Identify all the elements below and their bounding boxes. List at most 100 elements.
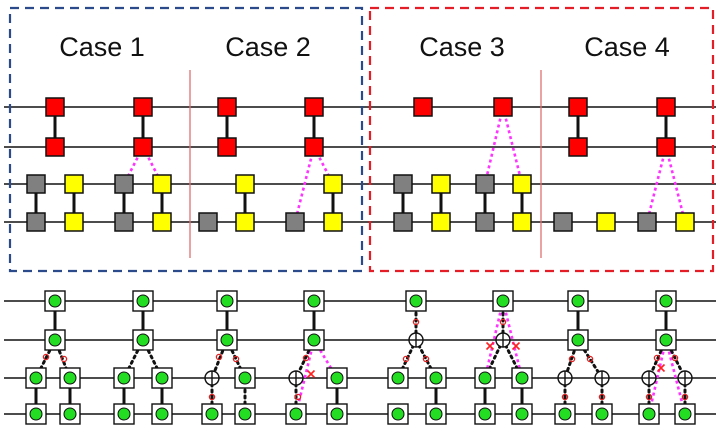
- boxed-node-icon: [387, 403, 409, 425]
- boxed-node-icon: [511, 367, 533, 389]
- red-nodes: [45, 97, 676, 157]
- boxed-node-icon: [638, 403, 660, 425]
- red-node: [656, 137, 676, 157]
- gray-node: [26, 174, 46, 194]
- boxed-node-icon: [591, 403, 613, 425]
- boxed-node-icon: [425, 367, 447, 389]
- green-nodes: [25, 290, 696, 425]
- marker-icon: [681, 393, 689, 401]
- frame-cases-1-2: [8, 6, 364, 273]
- boxed-node-icon: [326, 367, 348, 389]
- boxed-node-icon: [387, 367, 409, 389]
- oplus-icon: [594, 370, 610, 386]
- gray-node: [285, 212, 305, 232]
- boxed-node-icon: [44, 290, 66, 312]
- yellow-node: [675, 212, 695, 232]
- boxed-node-icon: [201, 403, 223, 425]
- junctions: [204, 332, 693, 386]
- case-4-label: Case 4: [584, 32, 670, 62]
- yellow-node: [512, 174, 532, 194]
- red-node: [133, 97, 153, 117]
- gray-node: [475, 212, 495, 232]
- marker-icon: [645, 393, 653, 401]
- red-node: [568, 97, 588, 117]
- bottom-magenta-links: [294, 300, 687, 415]
- gray-node: [393, 212, 413, 232]
- links: [34, 107, 668, 222]
- boxed-node-icon: [151, 403, 173, 425]
- gray-node: [198, 212, 218, 232]
- boxed-node-icon: [303, 329, 325, 351]
- yellow-node: [235, 174, 255, 194]
- gray-node: [393, 174, 413, 194]
- boxed-node-icon: [303, 290, 325, 312]
- red-node: [413, 97, 433, 117]
- boxed-node-icon: [234, 403, 256, 425]
- yellow-node: [235, 212, 255, 232]
- marker-icon: [422, 355, 430, 363]
- boxed-node-icon: [44, 329, 66, 351]
- boxed-node-icon: [474, 403, 496, 425]
- red-node: [217, 97, 237, 117]
- red-node: [493, 97, 513, 117]
- red-node: [133, 137, 153, 157]
- red-node: [45, 97, 65, 117]
- boxed-node-icon: [285, 403, 307, 425]
- marker-icon: [215, 353, 223, 361]
- yellow-node: [323, 212, 343, 232]
- boxed-node-icon: [132, 329, 154, 351]
- red-node: [304, 137, 324, 157]
- x-icon: [511, 341, 521, 351]
- boxed-node-icon: [326, 403, 348, 425]
- yellow-node: [596, 212, 616, 232]
- boxed-node-icon: [59, 403, 81, 425]
- boxed-node-icon: [113, 367, 135, 389]
- red-markers: [42, 318, 689, 401]
- marker-icon: [499, 318, 507, 326]
- gray-node: [637, 212, 657, 232]
- boxed-node-icon: [655, 329, 677, 351]
- boxed-node-icon: [25, 367, 47, 389]
- red-node: [304, 97, 324, 117]
- oplus-icon: [677, 370, 693, 386]
- marker-icon: [568, 355, 576, 363]
- gray-nodes: [26, 174, 657, 232]
- gray-node: [26, 212, 46, 232]
- top-panel: Case 1 Case 2 Case 3 Case 4: [4, 6, 716, 273]
- oplus-icon: [495, 332, 511, 348]
- marker-icon: [561, 393, 569, 401]
- marker-icon: [586, 355, 594, 363]
- yellow-node: [512, 212, 532, 232]
- marker-icon: [232, 355, 240, 363]
- boxed-node-icon: [425, 403, 447, 425]
- boxed-node-icon: [59, 367, 81, 389]
- yellow-node: [64, 212, 84, 232]
- x-icon: [306, 369, 316, 379]
- marker-icon: [42, 353, 50, 361]
- gray-node: [475, 174, 495, 194]
- boxed-node-icon: [216, 329, 238, 351]
- oplus-icon: [408, 332, 424, 348]
- bottom-panel: [4, 290, 716, 425]
- oplus-icon: [557, 370, 573, 386]
- marker-icon: [653, 354, 661, 362]
- boxed-node-icon: [234, 367, 256, 389]
- x-marks: [306, 341, 666, 379]
- boxed-node-icon: [655, 290, 677, 312]
- gray-node: [114, 174, 134, 194]
- gray-node: [553, 212, 573, 232]
- marker-icon: [208, 393, 216, 401]
- marker-icon: [412, 318, 420, 326]
- yellow-node: [152, 174, 172, 194]
- boxed-node-icon: [25, 403, 47, 425]
- boxed-node-icon: [567, 290, 589, 312]
- boxed-node-icon: [674, 403, 696, 425]
- boxed-node-icon: [474, 367, 496, 389]
- yellow-node: [64, 174, 84, 194]
- marker-icon: [302, 354, 310, 362]
- boxed-node-icon: [132, 290, 154, 312]
- yellow-node: [431, 212, 451, 232]
- boxed-node-icon: [554, 403, 576, 425]
